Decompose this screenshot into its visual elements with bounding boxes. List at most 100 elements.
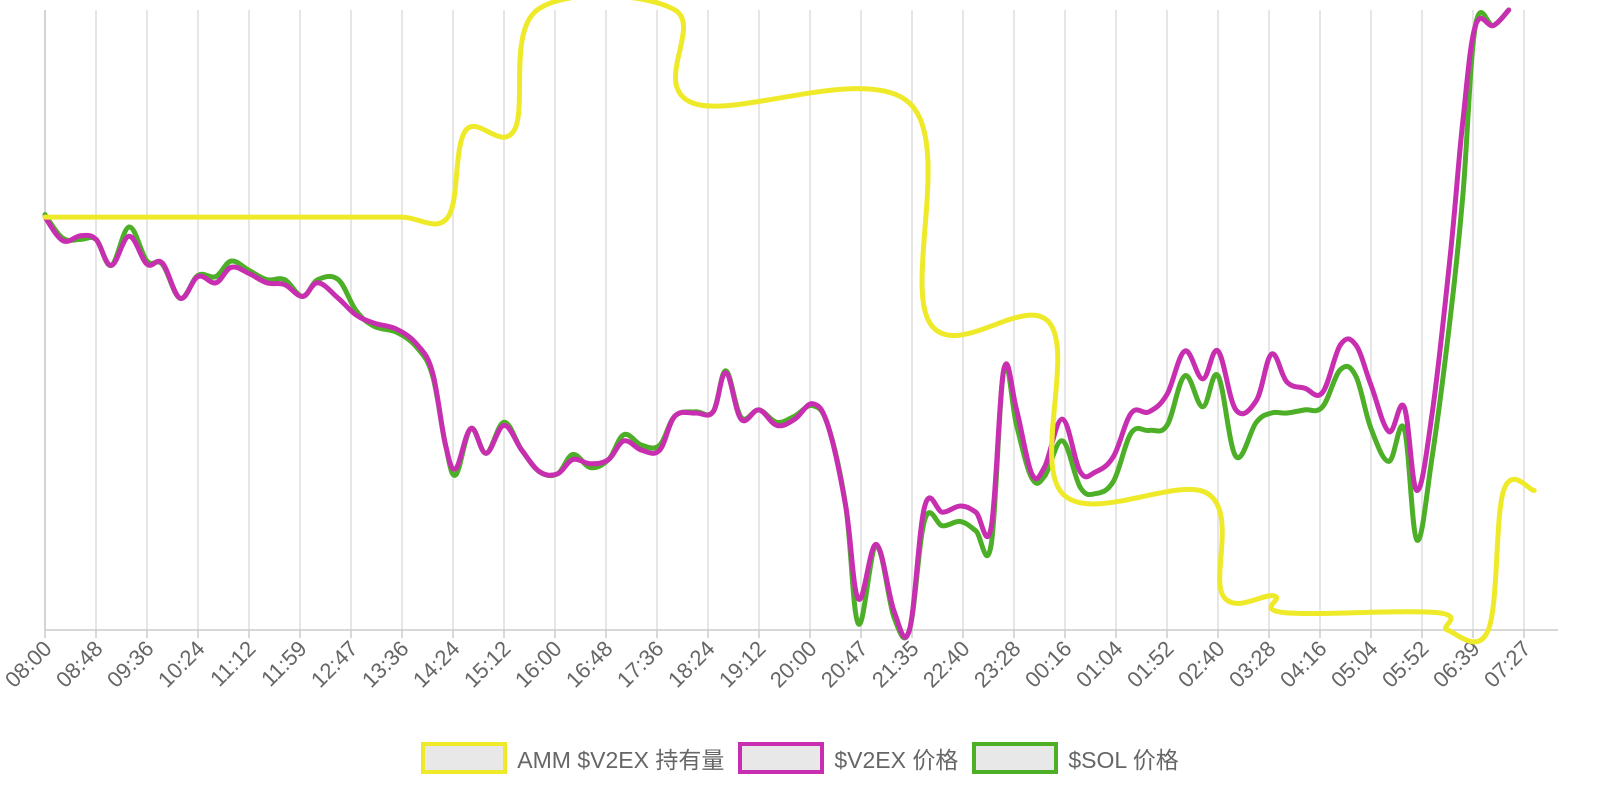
data-point: [463, 128, 468, 133]
data-point: [1284, 410, 1290, 416]
data-point: [1146, 409, 1152, 414]
data-point: [922, 503, 927, 509]
x-tick-label: 08:48: [51, 636, 108, 693]
data-point: [856, 621, 861, 626]
data-point: [399, 214, 405, 220]
data-point: [371, 320, 377, 326]
data-point: [1047, 320, 1052, 326]
x-tick-label: 20:00: [765, 636, 822, 693]
series-amm-holdings-line: [42, 0, 1537, 645]
x-tick-label: 08:00: [0, 636, 57, 693]
data-point: [1447, 317, 1453, 323]
x-tick-label: 00:16: [1020, 636, 1077, 693]
x-tick-label: 10:24: [153, 636, 210, 693]
data-point: [1146, 428, 1152, 433]
data-point: [195, 274, 201, 279]
data-point: [468, 426, 473, 431]
x-tick-label: 14:24: [408, 636, 465, 693]
x-axis-ticks: 08:0008:4809:3610:2411:1211:5912:4713:36…: [0, 630, 1536, 692]
data-point: [297, 214, 303, 220]
data-point: [453, 466, 458, 471]
data-point: [756, 407, 762, 413]
x-tick-label: 11:59: [256, 636, 311, 691]
data-point: [1368, 382, 1374, 388]
data-point: [907, 100, 912, 106]
data-point: [810, 401, 815, 406]
data-point: [144, 262, 150, 267]
x-tick-label: 07:27: [1479, 636, 1536, 693]
data-point: [1386, 429, 1392, 434]
data-point: [639, 448, 644, 453]
legend-item-sol-price[interactable]: $SOL 价格: [972, 741, 1179, 775]
data-point: [501, 423, 507, 428]
data-point: [78, 233, 83, 238]
data-point: [1401, 404, 1407, 409]
series-sol-price: [42, 7, 1512, 641]
data-point: [690, 100, 695, 106]
x-tick-label: 05:52: [1377, 636, 1434, 693]
data-point: [723, 370, 729, 375]
data-point: [856, 596, 861, 602]
data-point: [1111, 454, 1116, 459]
data-point: [1460, 193, 1466, 199]
data-point: [1254, 420, 1259, 425]
data-point: [445, 214, 451, 220]
series-amm-holdings: [42, 0, 1537, 645]
data-point: [1501, 488, 1506, 493]
data-point: [178, 296, 183, 301]
data-point: [300, 294, 305, 299]
data-point: [1215, 373, 1221, 378]
x-tick-label: 22:40: [918, 636, 975, 693]
data-point: [1282, 610, 1287, 615]
data-point: [1060, 491, 1065, 496]
x-tick-label: 04:16: [1275, 636, 1332, 693]
data-point: [1182, 348, 1188, 354]
x-tick-label: 05:04: [1326, 636, 1383, 693]
data-point: [774, 423, 780, 428]
data-point: [1302, 407, 1307, 413]
data-point: [1078, 469, 1083, 475]
legend-item-v2ex-price[interactable]: $V2EX 价格: [738, 741, 958, 775]
data-point: [126, 234, 132, 239]
data-point: [1401, 426, 1407, 431]
data-point: [430, 370, 435, 375]
data-point: [1269, 410, 1274, 416]
data-point: [1182, 373, 1188, 378]
data-point: [443, 441, 448, 447]
x-tick-label: 11:12: [205, 636, 260, 691]
legend-label-sol-price: $SOL 价格: [1068, 747, 1179, 773]
data-point: [282, 277, 287, 282]
legend-swatch-amm-holdings: [421, 742, 508, 774]
data-point: [1302, 386, 1307, 391]
x-tick-label: 01:04: [1071, 636, 1128, 693]
data-point: [1164, 423, 1170, 428]
data-point: [792, 417, 797, 422]
data-point: [907, 627, 912, 633]
data-point: [1338, 342, 1343, 347]
x-tick-label: 06:39: [1428, 636, 1485, 693]
data-point: [1414, 537, 1420, 543]
data-point: [1271, 593, 1277, 599]
data-point: [927, 320, 933, 326]
data-point: [1491, 23, 1496, 28]
data-point: [1532, 488, 1537, 493]
data-point: [1205, 491, 1211, 496]
data-point: [1435, 610, 1440, 615]
data-point: [394, 327, 400, 332]
series-v2ex-price: [42, 7, 1512, 640]
x-tick-label: 12:47: [306, 636, 363, 693]
data-point: [93, 214, 99, 220]
data-point: [282, 282, 287, 287]
data-point: [1368, 426, 1374, 431]
x-tick-label: 19:12: [714, 636, 771, 693]
series: [42, 0, 1537, 645]
data-point: [453, 472, 458, 478]
legend-item-amm-holdings[interactable]: AMM $V2EX 持有量: [421, 741, 724, 775]
x-tick-label: 17:36: [612, 636, 669, 693]
data-point: [1386, 459, 1392, 464]
data-point: [109, 263, 114, 268]
data-point: [606, 457, 611, 462]
data-point: [1029, 471, 1035, 476]
x-tick-label: 03:28: [1224, 636, 1281, 693]
data-point: [535, 7, 540, 13]
